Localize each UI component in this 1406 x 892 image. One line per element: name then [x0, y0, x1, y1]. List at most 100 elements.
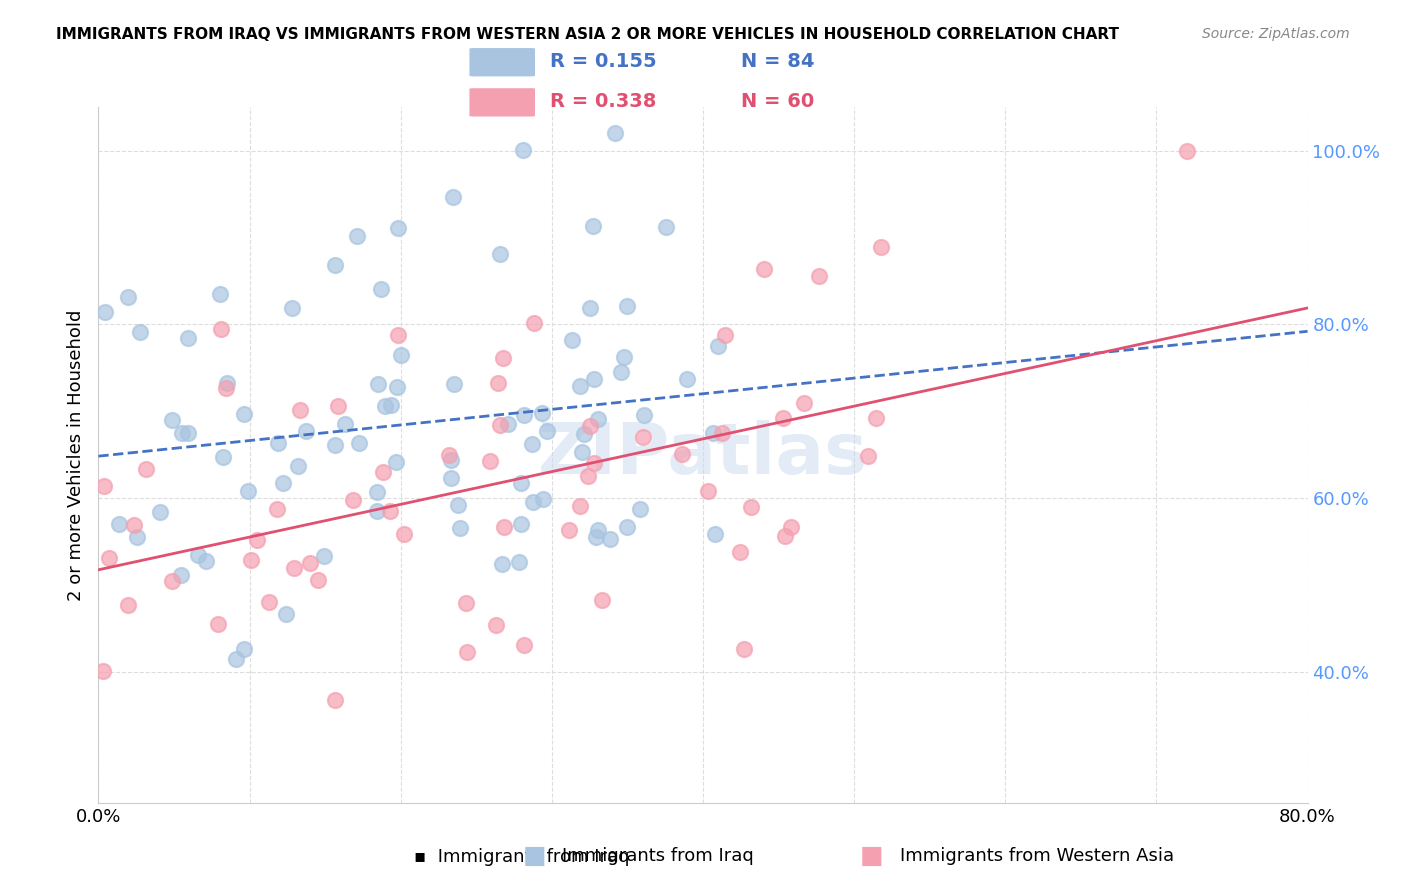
Point: [135, 462, 157, 476]
Point: [366, 484, 388, 499]
Point: [274, 607, 297, 622]
Point: [295, 425, 318, 439]
Point: [574, 427, 596, 442]
Point: [232, 407, 254, 421]
Point: [579, 419, 602, 434]
Point: [215, 376, 238, 390]
Point: [214, 381, 236, 395]
Point: [443, 377, 465, 392]
Point: [325, 693, 347, 707]
Point: [347, 435, 370, 450]
Point: [740, 500, 762, 514]
Text: Immigrants from Western Asia: Immigrants from Western Asia: [900, 847, 1174, 865]
Point: [129, 325, 152, 339]
Point: [561, 333, 583, 347]
Point: [342, 492, 364, 507]
Point: [440, 452, 463, 467]
Point: [257, 595, 280, 609]
Point: [392, 526, 415, 541]
Point: [492, 520, 515, 534]
Point: [754, 262, 776, 277]
Point: [513, 409, 536, 423]
Point: [714, 328, 737, 343]
Point: [583, 372, 606, 386]
Y-axis label: 2 or more Vehicles in Household: 2 or more Vehicles in Household: [66, 310, 84, 600]
Point: [91, 664, 114, 678]
Text: ▪  Immigrants from Iraq: ▪ Immigrants from Iraq: [413, 848, 630, 866]
Point: [485, 618, 508, 632]
Point: [869, 240, 891, 254]
Point: [702, 426, 724, 441]
Point: [288, 403, 311, 417]
Point: [489, 247, 512, 261]
Text: ■: ■: [523, 845, 546, 868]
Point: [172, 426, 194, 441]
Point: [160, 574, 183, 588]
Point: [298, 556, 321, 570]
Point: [148, 505, 170, 519]
Point: [366, 504, 388, 518]
Point: [439, 471, 461, 485]
Point: [194, 554, 217, 568]
Point: [856, 450, 879, 464]
Point: [571, 445, 593, 459]
Point: [314, 549, 336, 563]
FancyBboxPatch shape: [468, 87, 536, 117]
Point: [212, 450, 235, 465]
Point: [93, 304, 115, 318]
Point: [454, 596, 477, 610]
Point: [373, 465, 395, 479]
Point: [588, 412, 610, 426]
Point: [208, 286, 231, 301]
Point: [536, 425, 558, 439]
Point: [162, 413, 184, 427]
Point: [307, 573, 329, 587]
Point: [209, 322, 232, 336]
Point: [710, 425, 733, 440]
Point: [808, 269, 831, 284]
Point: [124, 517, 146, 532]
Point: [323, 438, 346, 452]
Point: [370, 282, 392, 296]
Text: Source: ZipAtlas.com: Source: ZipAtlas.com: [1202, 27, 1350, 41]
Point: [207, 617, 229, 632]
Point: [582, 219, 605, 233]
Text: ZIPatlas: ZIPatlas: [538, 420, 868, 490]
Text: N = 60: N = 60: [741, 93, 814, 112]
Point: [793, 396, 815, 410]
Point: [509, 517, 531, 532]
Point: [108, 516, 131, 531]
Point: [380, 398, 402, 412]
Point: [374, 399, 396, 413]
Text: Immigrants from Iraq: Immigrants from Iraq: [562, 847, 754, 865]
Point: [491, 557, 513, 571]
Text: R = 0.155: R = 0.155: [550, 53, 657, 71]
Point: [346, 229, 368, 244]
Point: [449, 521, 471, 535]
Point: [508, 556, 530, 570]
Point: [703, 527, 725, 541]
Text: N = 84: N = 84: [741, 53, 814, 71]
Point: [569, 379, 592, 393]
Point: [323, 258, 346, 272]
Point: [117, 290, 139, 304]
Point: [389, 348, 412, 362]
Point: [671, 447, 693, 461]
Point: [613, 350, 636, 364]
Point: [599, 533, 621, 547]
Point: [98, 551, 121, 566]
Point: [582, 456, 605, 470]
Point: [631, 430, 654, 444]
Point: [387, 221, 409, 235]
Point: [367, 377, 389, 392]
Point: [266, 502, 288, 516]
Point: [733, 641, 755, 656]
Point: [496, 417, 519, 432]
Point: [654, 219, 676, 234]
Point: [447, 498, 470, 512]
Point: [387, 328, 409, 343]
Point: [522, 495, 544, 509]
Point: [569, 499, 592, 513]
Point: [531, 492, 554, 507]
Point: [271, 476, 294, 491]
